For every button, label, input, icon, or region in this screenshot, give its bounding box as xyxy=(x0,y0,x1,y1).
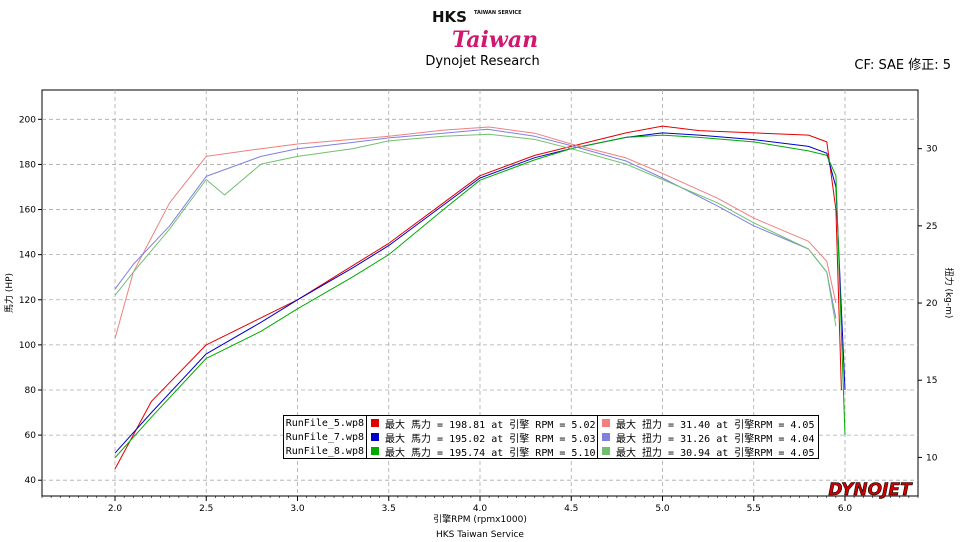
y-tick-label: 120 xyxy=(19,296,36,306)
legend-file: RunFile_7.wp8 xyxy=(285,431,364,443)
footer-caption: HKS Taiwan Service xyxy=(436,530,524,540)
x-tick-label: 5.5 xyxy=(747,504,761,514)
x-axis-label: 引擎RPM (rpmx1000) xyxy=(433,513,527,525)
legend-tq-cell: 最大 扭力 = 31.40 at 引擎RPM = 4.05 xyxy=(597,416,818,431)
y2-tick-label: 25 xyxy=(926,222,937,232)
series-line-hp xyxy=(114,125,842,470)
legend-tq-cell: 最大 扭力 = 30.94 at 引擎RPM = 4.05 xyxy=(597,444,818,459)
legend-hp-text: 最大 馬力 = 198.81 at 引擎 RPM = 5.02 xyxy=(385,419,596,431)
y-axis-label: 馬力 (HP) xyxy=(3,273,15,313)
y-tick-label: 200 xyxy=(19,115,36,125)
y-tick-label: 100 xyxy=(19,341,36,351)
legend-swatch xyxy=(371,447,379,455)
logo-script: Taiwan xyxy=(452,27,538,53)
chart-subtitle: Dynojet Research xyxy=(425,54,540,69)
y-tick-label: 80 xyxy=(25,386,37,396)
legend-swatch xyxy=(602,433,610,441)
x-tick-label: 3.5 xyxy=(382,504,396,514)
y-tick-label: 60 xyxy=(25,431,37,441)
x-tick-label: 6.0 xyxy=(838,504,853,514)
series-line-tq xyxy=(114,128,837,319)
legend-swatch xyxy=(371,433,379,441)
y-tick-label: 180 xyxy=(19,160,36,170)
legend-hp-text: 最大 馬力 = 195.74 at 引擎 RPM = 5.10 xyxy=(385,447,596,459)
legend-file: RunFile_8.wp8 xyxy=(285,445,364,457)
legend-tq-text: 最大 扭力 = 31.26 at 引擎RPM = 4.04 xyxy=(616,433,815,445)
x-tick-label: 5.0 xyxy=(655,504,670,514)
y2-tick-label: 15 xyxy=(926,376,937,386)
y2-tick-label: 30 xyxy=(926,145,938,155)
x-tick-label: 3.0 xyxy=(290,504,305,514)
y2-tick-label: 10 xyxy=(926,453,938,463)
legend-swatch xyxy=(602,419,610,427)
series-line-tq xyxy=(114,126,837,339)
legend-tq-text: 最大 扭力 = 31.40 at 引擎RPM = 4.05 xyxy=(616,419,815,431)
legend-tq-text: 最大 扭力 = 30.94 at 引擎RPM = 4.05 xyxy=(616,447,815,459)
ticks: 2.0 2.5 3.0 3.5 4.0 4.5 5.0 5.5 6.0 40 60 80 100 120 1… xyxy=(19,115,938,514)
series-line-hp xyxy=(114,134,846,459)
y2-tick-label: 20 xyxy=(926,299,938,309)
legend-hp-cell: 最大 馬力 = 195.02 at 引擎 RPM = 5.03 xyxy=(366,430,597,445)
series-line-hp xyxy=(114,132,846,454)
series-line-tq xyxy=(114,133,837,327)
logo-brand: HKS xyxy=(432,8,467,26)
legend-row: RunFile_8.wp8 最大 馬力 = 195.74 at 引擎 RPM =… xyxy=(284,444,818,459)
x-tick-label: 4.0 xyxy=(473,504,488,514)
legend-hp-cell: 最大 馬力 = 195.74 at 引擎 RPM = 5.10 xyxy=(366,444,597,459)
legend-swatch xyxy=(371,419,379,427)
y2-axis-label: 扭力 (kg-m) xyxy=(943,268,955,319)
y-tick-label: 140 xyxy=(19,251,36,261)
logo-small-text: TAIWAN SERVICE xyxy=(474,10,522,16)
correction-factor: CF: SAE 修正: 5 xyxy=(854,58,951,73)
legend-swatch xyxy=(602,447,610,455)
legend-hp-cell: 最大 馬力 = 198.81 at 引擎 RPM = 5.02 xyxy=(366,416,597,431)
x-tick-label: 2.5 xyxy=(199,504,213,514)
hks-taiwan-logo: HKS TAIWAN SERVICE Taiwan xyxy=(432,8,538,53)
legend-row: RunFile_5.wp8 最大 馬力 = 198.81 at 引擎 RPM =… xyxy=(284,416,818,431)
legend-hp-text: 最大 馬力 = 195.02 at 引擎 RPM = 5.03 xyxy=(385,433,596,445)
legend-file: RunFile_5.wp8 xyxy=(285,417,364,429)
dynojet-watermark: DYNOJET xyxy=(828,480,913,500)
legend-tq-cell: 最大 扭力 = 31.26 at 引擎RPM = 4.04 xyxy=(597,430,818,445)
series xyxy=(114,125,846,470)
y-tick-label: 40 xyxy=(25,476,37,486)
x-tick-label: 4.5 xyxy=(564,504,578,514)
y-tick-label: 160 xyxy=(19,206,36,216)
legend-row: RunFile_7.wp8 最大 馬力 = 195.02 at 引擎 RPM =… xyxy=(284,430,818,445)
x-tick-label: 2.0 xyxy=(108,504,123,514)
legend: RunFile_5.wp8 最大 馬力 = 198.81 at 引擎 RPM =… xyxy=(283,415,819,459)
